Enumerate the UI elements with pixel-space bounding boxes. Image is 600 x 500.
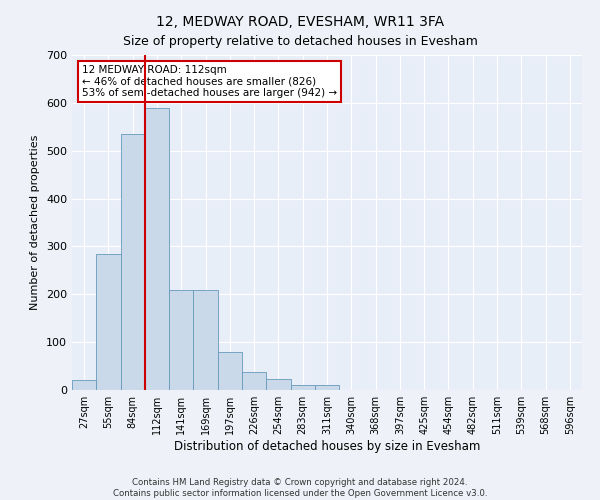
Bar (145, 108, 169, 390)
Text: Contains HM Land Registry data © Crown copyright and database right 2024.
Contai: Contains HM Land Registry data © Crown c… (113, 478, 487, 498)
Y-axis label: Number of detached properties: Number of detached properties (31, 135, 40, 310)
Bar (290, 385, 315, 390)
X-axis label: Distribution of detached houses by size in Evesham: Distribution of detached houses by size … (174, 440, 480, 453)
Text: Size of property relative to detached houses in Evesham: Size of property relative to detached ho… (122, 35, 478, 48)
Text: 12, MEDWAY ROAD, EVESHAM, WR11 3FA: 12, MEDWAY ROAD, EVESHAM, WR11 3FA (156, 15, 444, 29)
Bar (315, 385, 339, 390)
Bar (96, 254, 121, 390)
Bar (72, 380, 96, 390)
Bar (121, 134, 145, 390)
Bar (266, 380, 290, 390)
Bar (218, 352, 242, 390)
Bar (193, 290, 218, 390)
Text: 12 MEDWAY ROAD: 112sqm
← 46% of detached houses are smaller (826)
53% of semi-de: 12 MEDWAY ROAD: 112sqm ← 46% of detached… (82, 65, 337, 98)
Bar (242, 372, 266, 390)
Bar (169, 290, 193, 390)
